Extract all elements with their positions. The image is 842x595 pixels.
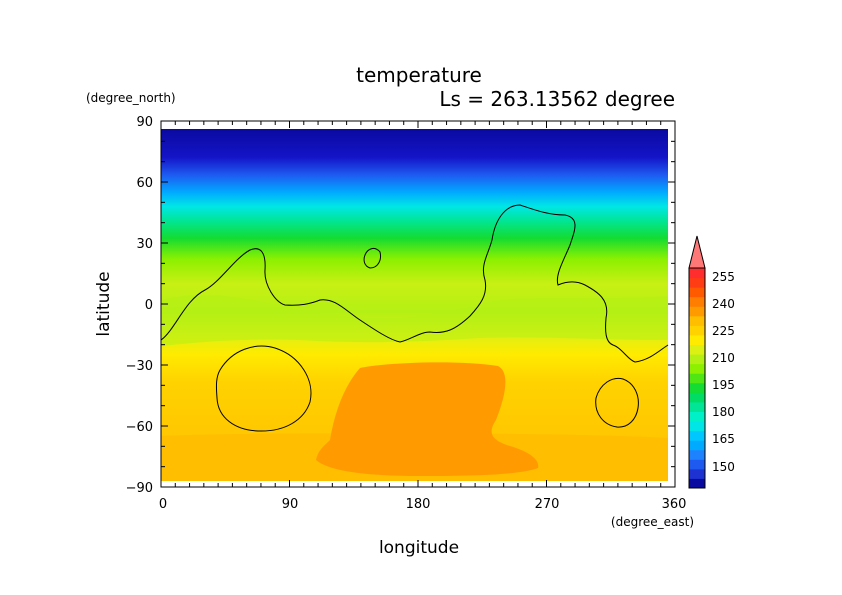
y-axis-label: latitude <box>94 271 114 336</box>
contour-ring-west <box>215 345 312 432</box>
colorbar-cells <box>689 268 705 489</box>
colorbar-cell <box>689 354 705 365</box>
y-tick-label: −30 <box>126 359 153 374</box>
field-tropical-green <box>161 294 668 346</box>
colorbar-cell <box>689 392 705 403</box>
y-tick-labels: 90 60 30 0 −30 −60 −90 <box>126 115 153 496</box>
colorbar-cell <box>689 344 705 355</box>
x-tick-labels: 0 90 180 270 360 <box>159 497 687 512</box>
colorbar-label: 165 <box>712 432 735 446</box>
y-tick-label: 90 <box>136 115 153 130</box>
contour-ring-east <box>595 377 639 428</box>
contour-main <box>160 204 669 363</box>
colorbar-cell <box>689 449 705 460</box>
x-tick-label: 90 <box>282 497 299 512</box>
contour-island-north <box>363 247 381 269</box>
contour-lines <box>160 204 669 432</box>
colorbar-cell <box>689 373 705 384</box>
colorbar-cell <box>689 478 705 489</box>
colorbar-cell <box>689 287 705 298</box>
x-axis-label: longitude <box>379 538 459 558</box>
colorbar-cell <box>689 334 705 346</box>
shaded-field <box>161 129 668 481</box>
x-unit-label: (degree_east) <box>611 515 694 529</box>
colorbar-cell <box>689 411 705 422</box>
colorbar-cell <box>689 277 705 288</box>
colorbar-label: 255 <box>712 270 735 284</box>
y-tick-label: −90 <box>126 481 153 496</box>
colorbar-cell <box>689 315 705 326</box>
colorbar-cell <box>689 382 705 393</box>
colorbar-cell <box>689 306 705 317</box>
colorbar-cell <box>689 363 705 374</box>
colorbar-cell <box>689 268 705 279</box>
colorbar-frame <box>688 267 706 489</box>
x-tick-label: 0 <box>159 497 167 512</box>
x-tick-label: 360 <box>662 497 687 512</box>
colorbar-cell <box>689 459 705 470</box>
y-unit-label: (degree_north) <box>86 91 176 105</box>
colorbar-extend-arrow <box>688 235 706 269</box>
y-tick-label: 60 <box>136 176 153 191</box>
colorbar-cell <box>689 296 705 307</box>
field-warm-core <box>316 362 539 476</box>
colorbar-cell <box>689 401 705 412</box>
y-tick-label: 30 <box>136 237 153 252</box>
colorbar-label: 225 <box>712 324 735 338</box>
colorbar-labels: 255 240 225 210 195 180 165 150 <box>712 270 735 474</box>
chart-title: temperature <box>356 63 482 87</box>
colorbar-label: 240 <box>712 297 735 311</box>
colorbar-label: 150 <box>712 460 735 474</box>
x-tick-label: 270 <box>535 497 560 512</box>
colorbar-label: 210 <box>712 351 735 365</box>
axis-ticks <box>160 120 676 488</box>
colorbar-cell <box>689 468 705 479</box>
y-tick-label: 0 <box>145 298 153 313</box>
colorbar-label: 195 <box>712 378 735 392</box>
x-tick-label: 180 <box>406 497 431 512</box>
colorbar-cell <box>689 430 705 441</box>
colorbar-cell <box>689 421 705 432</box>
colorbar-label: 180 <box>712 405 735 419</box>
y-tick-label: −60 <box>126 420 153 435</box>
colorbar-cell <box>689 325 705 336</box>
colorbar-cell <box>689 440 705 451</box>
colorbar: 255 240 225 210 195 180 165 150 <box>688 235 735 489</box>
chart-subtitle: Ls = 263.13562 degree <box>439 87 675 111</box>
